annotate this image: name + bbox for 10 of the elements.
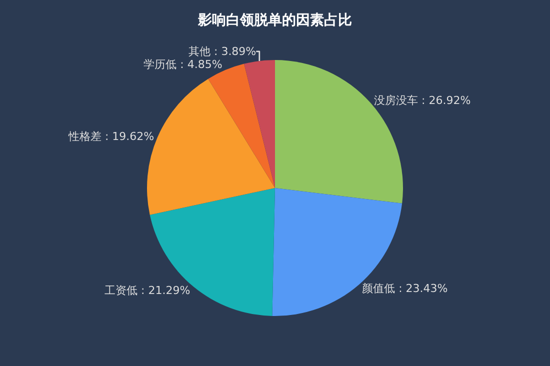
pie-slice (150, 188, 275, 316)
pie-slice (272, 188, 402, 316)
slice-label: 学历低 : 4.85% (144, 58, 222, 71)
slice-label: 工资低 : 21.29% (104, 284, 190, 298)
slice-label: 其他 : 3.89% (188, 44, 256, 58)
pie-slice (244, 60, 275, 188)
chart-title: 影响白领脱单的因素占比 (197, 12, 352, 28)
slice-label: 颜值低 : 23.43% (362, 282, 448, 295)
slice-label: 没房没车 : 26.92% (374, 94, 471, 107)
slice-label: 性格差 : 19.62% (67, 130, 154, 144)
